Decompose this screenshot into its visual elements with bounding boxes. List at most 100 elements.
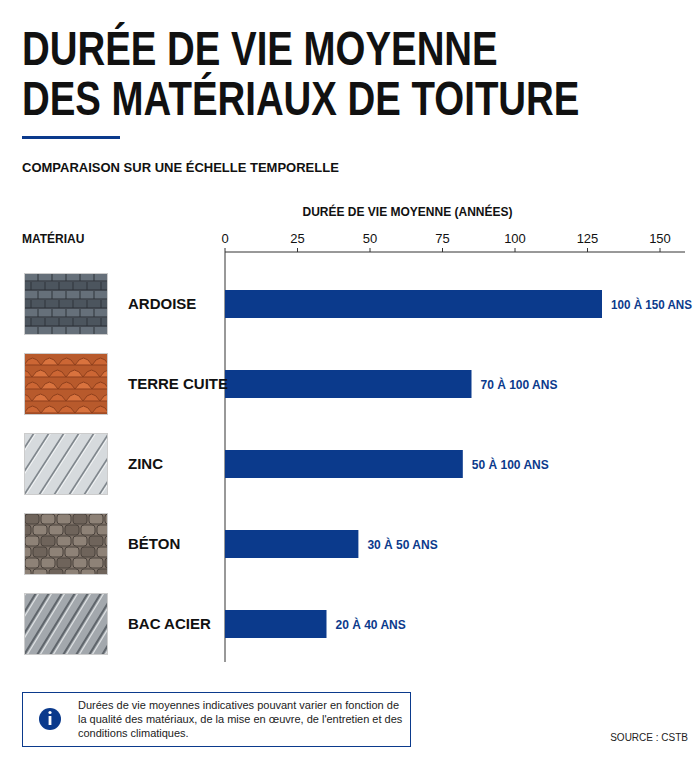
concrete-tile <box>33 525 47 535</box>
thumb-frame <box>25 434 108 495</box>
concrete-tile <box>73 536 87 546</box>
rib <box>89 593 108 655</box>
tile <box>41 358 58 365</box>
tile <box>41 382 58 389</box>
concrete-tile <box>81 525 95 535</box>
slate-joint <box>66 273 67 281</box>
concrete-tile <box>57 514 71 524</box>
material-thumbnail <box>24 513 108 575</box>
tick-label: 75 <box>435 231 449 246</box>
concrete-tile <box>89 536 103 546</box>
slate-joint <box>87 282 88 290</box>
slate-joint <box>38 273 39 281</box>
tile <box>32 370 49 377</box>
slate-joint <box>38 291 39 299</box>
tile <box>100 370 108 377</box>
concrete-tile <box>57 558 71 568</box>
concrete-tile <box>41 558 55 568</box>
slate-edge <box>24 298 108 299</box>
tick-label: 50 <box>363 231 377 246</box>
slate-joint <box>52 273 53 281</box>
bars <box>225 290 602 638</box>
title-line: DES MATÉRIAUX DE TOITURE <box>22 71 579 125</box>
tick-label: 150 <box>649 231 671 246</box>
rib-light <box>24 593 52 655</box>
tile <box>58 406 75 413</box>
range-label: 70 À 100 ANS <box>481 377 558 392</box>
tile <box>24 358 41 365</box>
tile <box>92 406 108 413</box>
info-icon-dot <box>48 711 51 714</box>
tile <box>32 394 49 401</box>
note: Durées de vie moyennes indicatives pouva… <box>78 699 403 739</box>
slate-joint <box>94 273 95 281</box>
material-thumbnail <box>24 433 108 495</box>
tile <box>24 406 41 413</box>
tile <box>75 406 92 413</box>
slate-row <box>24 327 108 335</box>
slate-joint <box>45 300 46 308</box>
tile <box>92 382 108 389</box>
tick-mark <box>515 248 516 252</box>
slate-joint <box>101 318 102 326</box>
concrete-tile <box>97 547 108 557</box>
slate-joint <box>38 327 39 335</box>
tile <box>92 358 108 365</box>
slate-joint <box>101 300 102 308</box>
range-label: 100 À 150 ANS <box>611 297 692 312</box>
rib-light <box>24 593 39 655</box>
tick-mark <box>370 248 371 252</box>
range-label: 50 À 100 ANS <box>472 457 549 472</box>
thumb-frame <box>25 354 108 415</box>
concrete-tile <box>73 558 87 568</box>
slate-row <box>24 300 108 308</box>
tile <box>58 382 75 389</box>
concrete-tile <box>33 547 47 557</box>
concrete-tile <box>25 558 39 568</box>
seam <box>24 433 64 495</box>
slate-row <box>24 291 108 299</box>
slate-joint <box>80 327 81 335</box>
concrete-tile <box>65 525 79 535</box>
slate-joint <box>52 327 53 335</box>
slate-joint <box>73 282 74 290</box>
slate-joint <box>94 309 95 317</box>
concrete-tile <box>25 514 39 524</box>
bar <box>225 610 327 638</box>
concrete-tile <box>25 536 39 546</box>
category-label: ZINC <box>128 455 163 472</box>
tile <box>49 394 66 401</box>
slate-row <box>24 273 108 281</box>
material-thumbnail <box>24 273 108 335</box>
concrete-tile <box>41 536 55 546</box>
chart: DURÉE DE VIE MOYENNEDES MATÉRIAUX DE TOI… <box>0 0 700 768</box>
rib-light <box>92 593 108 655</box>
slate-row <box>24 282 108 290</box>
tick-mark <box>225 248 226 252</box>
slate-row <box>24 309 108 317</box>
tile <box>49 370 66 377</box>
slate-joint <box>31 318 32 326</box>
slate-joint <box>73 318 74 326</box>
slate-joint <box>66 291 67 299</box>
tile <box>66 370 83 377</box>
thumb-frame <box>25 594 108 655</box>
category-header: MATÉRIAU <box>22 231 84 246</box>
slate-row <box>24 318 108 326</box>
title-line: DURÉE DE VIE MOYENNE <box>22 21 498 75</box>
thumb-bg <box>24 353 108 415</box>
slate-joint <box>73 300 74 308</box>
category-label: TERRE CUITE <box>128 375 228 392</box>
title: DURÉE DE VIE MOYENNE <box>22 21 498 75</box>
bar <box>225 450 463 478</box>
concrete-tile <box>73 514 87 524</box>
concrete-tile <box>49 547 63 557</box>
concrete-tile <box>24 547 31 557</box>
tile <box>24 382 41 389</box>
title-rule <box>22 136 120 139</box>
slate-joint <box>87 318 88 326</box>
source: SOURCE : CSTB <box>610 732 688 743</box>
slate-joint <box>52 309 53 317</box>
tick-mark <box>297 248 298 252</box>
tile <box>58 358 75 365</box>
